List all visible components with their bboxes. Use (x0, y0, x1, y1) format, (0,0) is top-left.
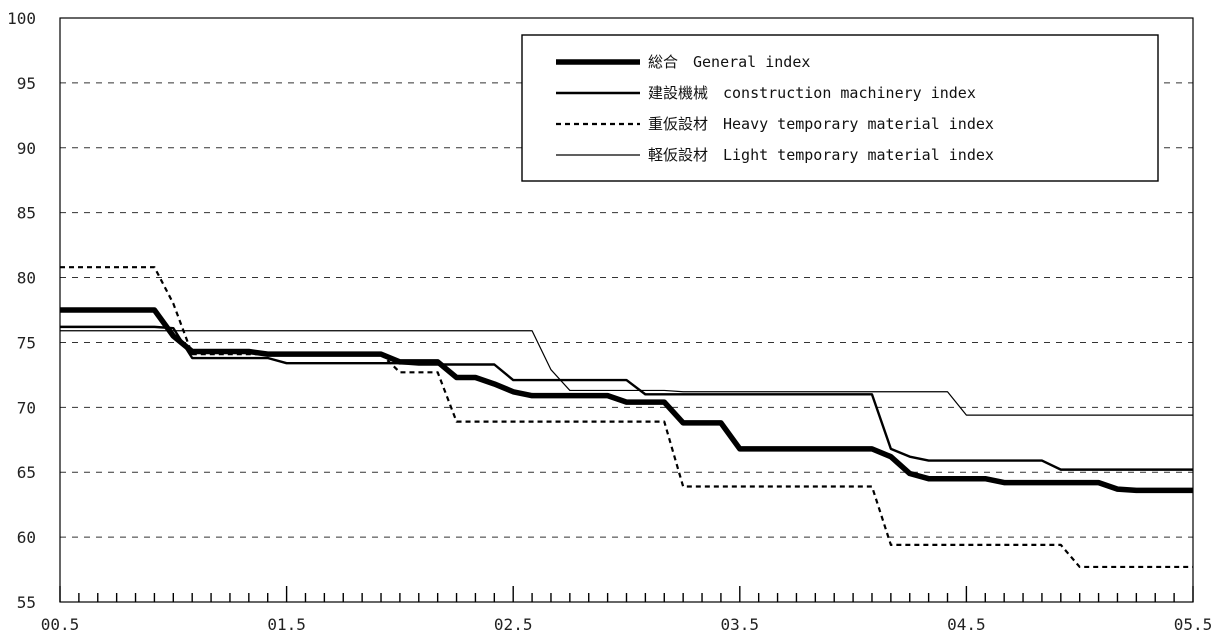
y-tick-label: 80 (17, 269, 36, 288)
x-tick-label: 01.5 (267, 615, 306, 634)
y-tick-label: 95 (17, 74, 36, 93)
y-tick-label: 55 (17, 593, 36, 612)
y-tick-label: 100 (7, 9, 36, 28)
series-line-dotted (60, 266, 1193, 569)
series-lines (60, 266, 1193, 569)
y-tick-label: 70 (17, 398, 36, 417)
x-axis-tick-labels: 00.5 01.5 02.5 03.5 04.5 05.5 (41, 615, 1213, 634)
x-tick-label: 04.5 (947, 615, 986, 634)
y-tick-label: 60 (17, 528, 36, 547)
x-tick-label: 03.5 (721, 615, 760, 634)
y-tick-label: 75 (17, 333, 36, 352)
legend-label: 重仮設材 Heavy temporary material index (648, 115, 994, 133)
x-tick-label: 00.5 (41, 615, 80, 634)
legend-label: 総合 General index (648, 53, 810, 71)
legend: 総合 General index 建設機械 construction machin… (521, 34, 1159, 182)
y-tick-label: 65 (17, 463, 36, 482)
series-line-thick (60, 307, 1193, 494)
y-tick-label: 85 (17, 204, 36, 223)
x-tick-label: 02.5 (494, 615, 533, 634)
legend-label: 軽仮設材 Light temporary material index (648, 146, 994, 164)
x-tick-label: 05.5 (1174, 615, 1213, 634)
x-axis-ticks (59, 586, 1194, 602)
series-line-thin (60, 330, 1193, 416)
series-line-medium (60, 325, 1193, 471)
legend-label: 建設機械 construction machinery index (648, 84, 976, 102)
y-axis-tick-labels: 55 60 65 70 75 80 85 90 95 100 (7, 9, 36, 612)
y-tick-label: 90 (17, 139, 36, 158)
